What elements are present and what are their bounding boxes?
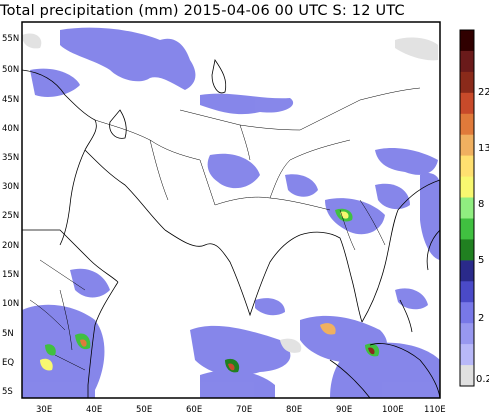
lat-label: 55N: [2, 34, 19, 44]
legend-label: 5: [478, 255, 484, 266]
legend-swatch: [460, 260, 474, 282]
lat-label: EQ: [2, 358, 14, 368]
map-area: [22, 27, 440, 398]
lon-label: 70E: [236, 405, 252, 415]
lat-label: 25N: [2, 211, 19, 221]
lat-label: 10N: [2, 299, 19, 309]
legend-swatch: [460, 302, 474, 324]
precipitation-field: [22, 27, 440, 398]
lon-label: 90E: [336, 405, 352, 415]
legend-swatch: [460, 113, 474, 136]
lat-label: 15N: [2, 270, 19, 280]
lat-label: 5S: [2, 387, 13, 397]
legend-swatch: [460, 176, 474, 198]
intense-precip: [40, 208, 380, 373]
lat-label: 20N: [2, 241, 19, 251]
legend-swatch: [460, 71, 474, 94]
lat-label: 30N: [2, 182, 19, 192]
legend-swatch: [460, 239, 474, 261]
color-legend: [460, 30, 474, 387]
latitude-axis: 55N 50N 45N 40N 35N 30N 25N 20N 15N 10N …: [2, 34, 19, 397]
lon-label: 60E: [186, 405, 202, 415]
lon-label: 50E: [136, 405, 152, 415]
coastlines: [22, 59, 440, 398]
legend-swatch: [460, 323, 474, 345]
chart-title: Total precipitation (mm) 2015-04-06 00 U…: [0, 3, 405, 19]
legend-swatch: [460, 155, 474, 177]
trace-precip: [22, 33, 438, 353]
legend-swatch: [460, 30, 474, 52]
legend-swatch: [460, 92, 474, 115]
lon-label: 30E: [36, 405, 52, 415]
lon-label: 100E: [382, 405, 404, 415]
lon-label: 80E: [286, 405, 302, 415]
legend-swatch: [460, 134, 474, 157]
legend-swatch: [460, 344, 474, 366]
lon-label: 110E: [424, 405, 446, 415]
lat-label: 50N: [2, 65, 19, 75]
country-borders: [29, 87, 421, 371]
legend-label: 2: [478, 313, 484, 324]
lat-label: 5N: [2, 329, 14, 339]
legend-swatch: [460, 281, 474, 303]
legend-swatch: [460, 197, 474, 219]
lat-label: 40N: [2, 124, 19, 134]
legend-swatch: [460, 365, 474, 387]
map-frame: [21, 21, 441, 399]
legend-label: 0.2: [476, 374, 489, 385]
legend-labels: 22 13 8 5 2 0.2: [476, 87, 489, 385]
legend-swatch: [460, 50, 474, 73]
legend-swatch: [460, 218, 474, 240]
longitude-axis: 30E 40E 50E 60E 70E 80E 90E 100E 110E: [36, 405, 446, 415]
legend-label: 22: [478, 87, 489, 98]
lat-label: 35N: [2, 153, 19, 163]
legend-frame: [459, 29, 475, 387]
legend-label: 13: [478, 143, 489, 154]
lon-label: 40E: [86, 405, 102, 415]
lat-label: 45N: [2, 95, 19, 105]
legend-label: 8: [478, 199, 484, 210]
